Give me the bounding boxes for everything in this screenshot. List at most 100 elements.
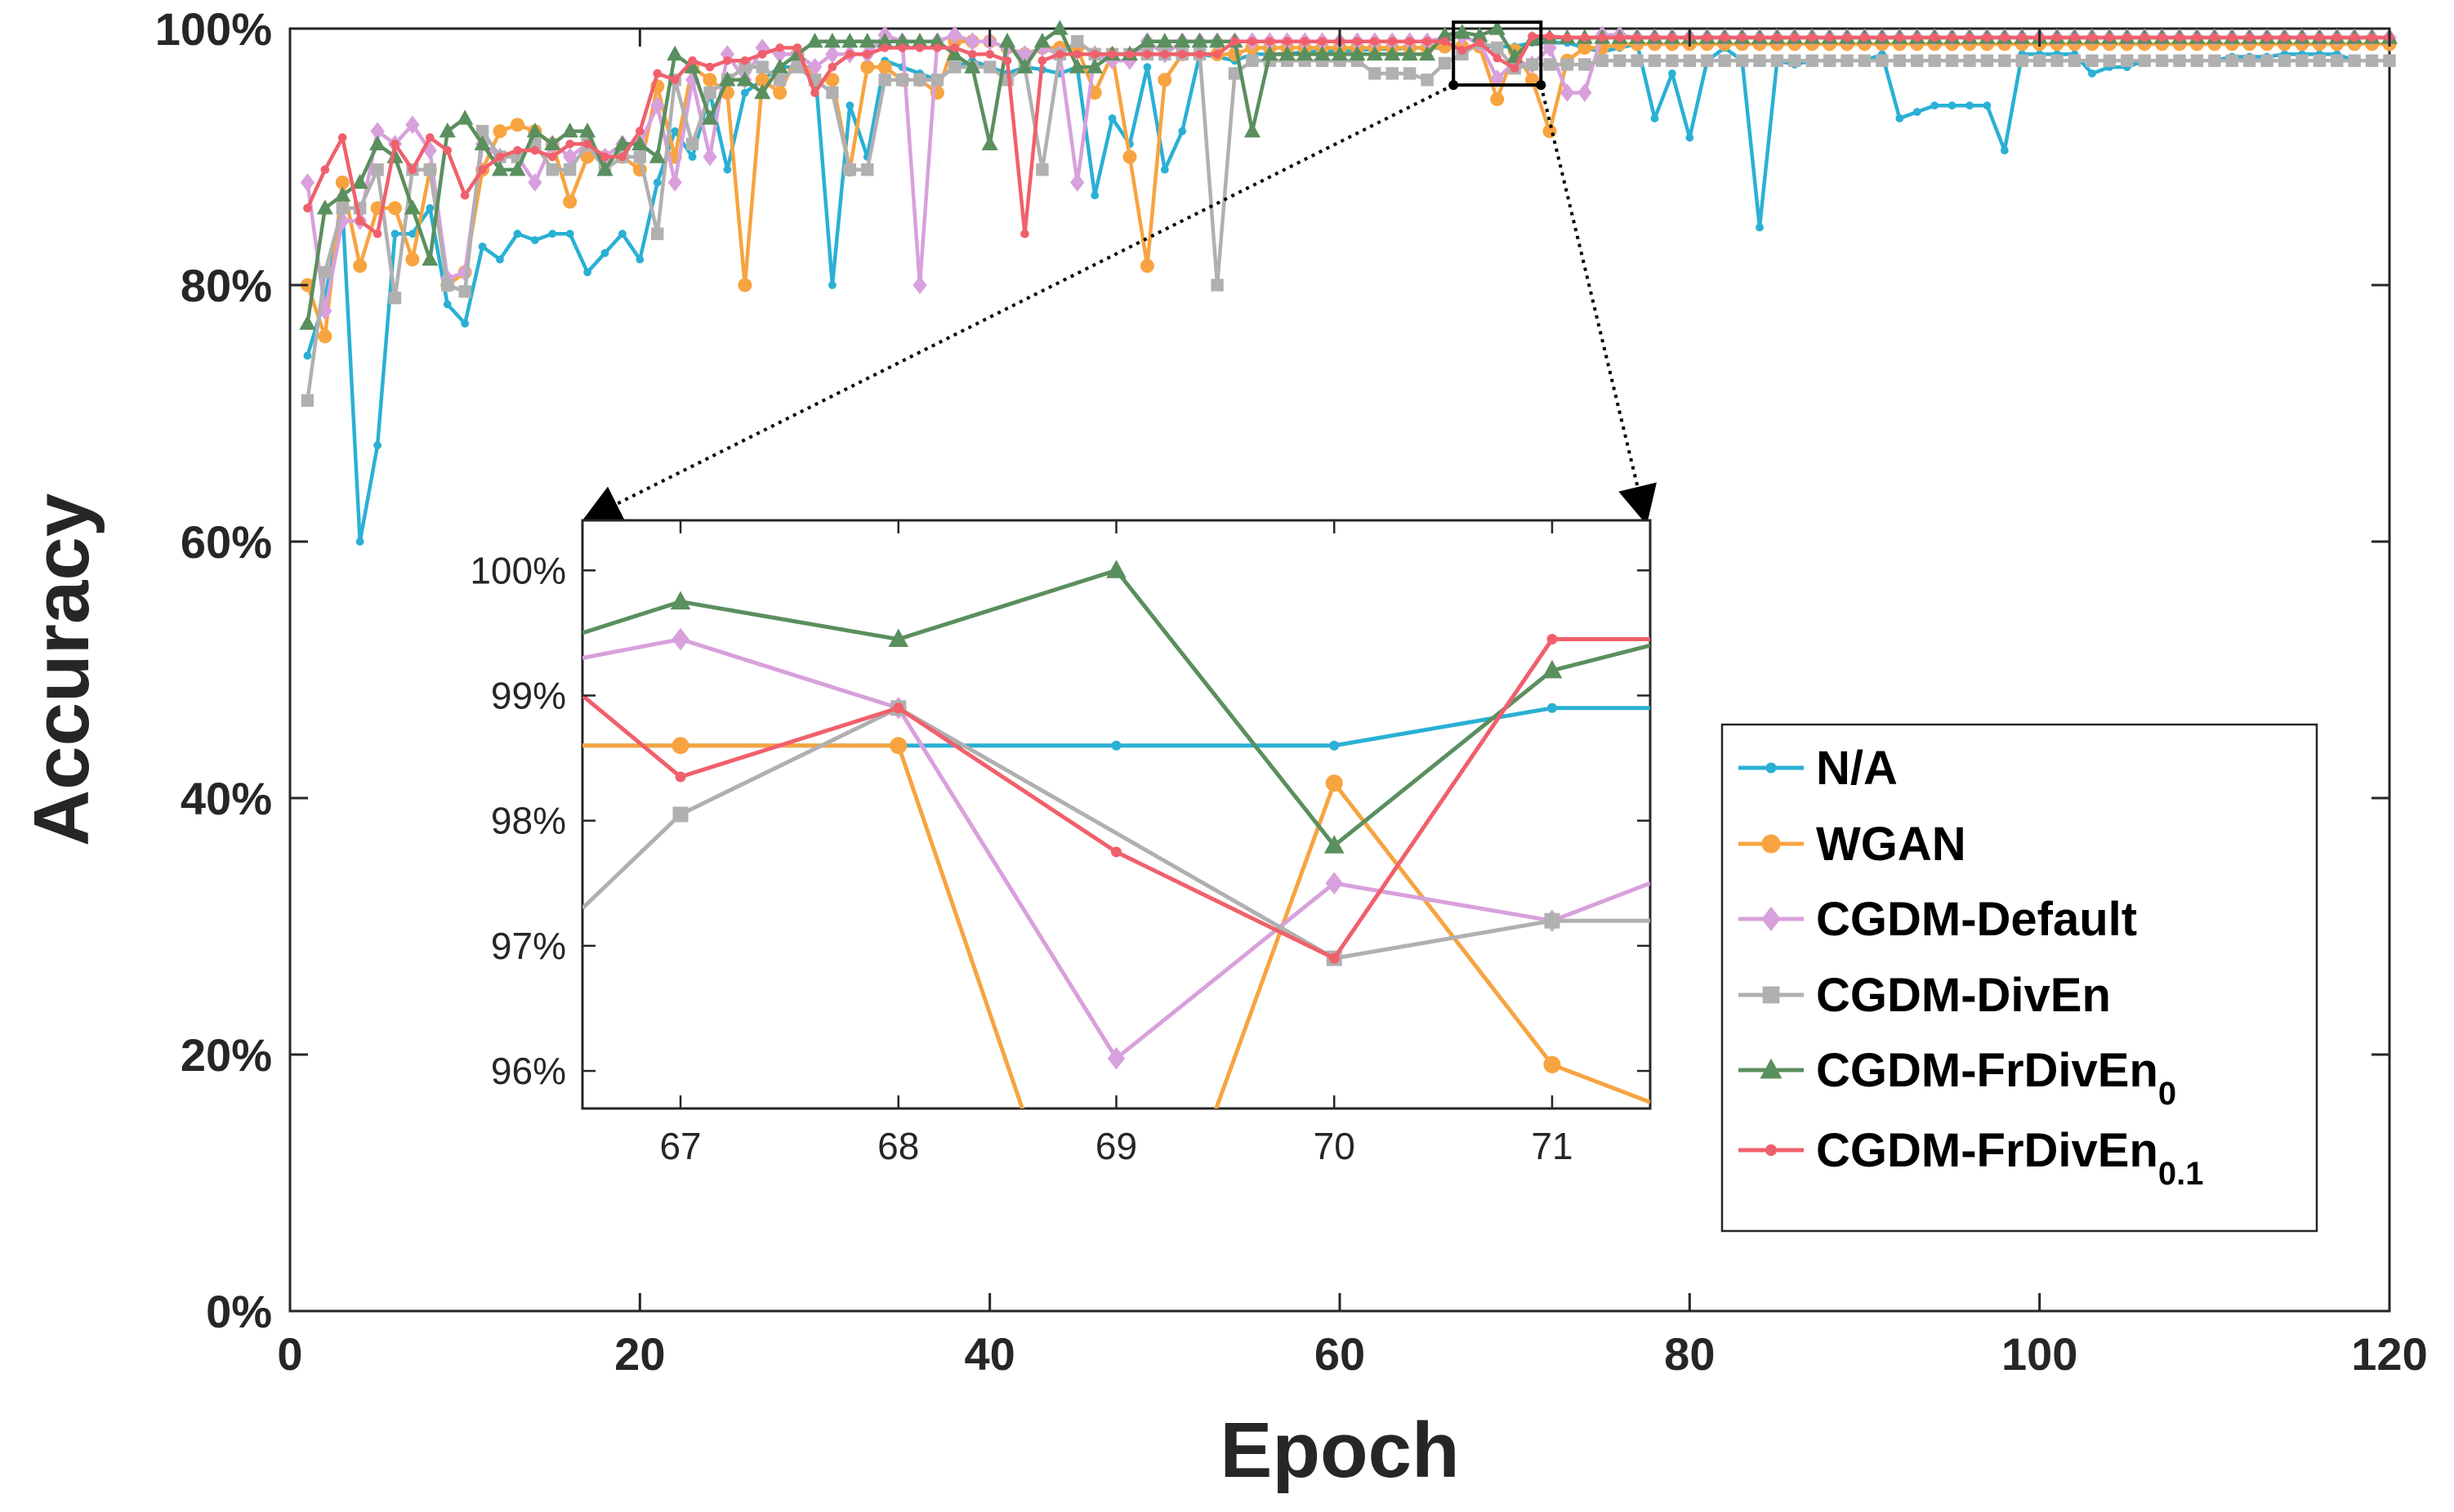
data-point-cgdm-frdiven0 (1453, 24, 1470, 39)
data-point-cgdm-diven (2173, 54, 2186, 67)
legend-label-subscript: 0 (2158, 1076, 2176, 1112)
data-point-cgdm-diven (948, 60, 962, 74)
data-point-cgdm-frdiven0-1 (880, 43, 890, 52)
data-point-cgdm-default (405, 115, 420, 134)
data-point-cgdm-diven (2103, 54, 2117, 67)
data-point-cgdm-frdiven0 (491, 161, 509, 176)
data-point-n-a (1178, 127, 1187, 136)
data-point-cgdm-frdiven0 (806, 33, 823, 48)
data-point-cgdm-diven (651, 227, 664, 240)
inset-data-point-cgdm-frdiven0-1 (893, 702, 904, 714)
data-point-cgdm-frdiven0 (981, 135, 998, 150)
data-point-cgdm-diven (2015, 54, 2028, 67)
data-point-cgdm-frdiven0-1 (1948, 33, 1957, 42)
data-point-n-a (548, 230, 557, 239)
data-point-cgdm-frdiven0-1 (1492, 53, 1502, 63)
data-point-cgdm-diven (756, 60, 769, 74)
inset-series-wgan (582, 737, 1650, 1108)
data-point-cgdm-frdiven0-1 (915, 43, 925, 52)
inset-y-ticks: 96% 97% 98% 99% 100% (470, 549, 1650, 1092)
data-point-cgdm-diven (1683, 54, 1697, 67)
data-point-cgdm-diven (1980, 54, 1994, 67)
legend-item-cgdm-frdiven0-1: CGDM-FrDivEn0.1 (1738, 1124, 2204, 1192)
data-point-cgdm-frdiven0 (579, 122, 596, 138)
data-point-cgdm-frdiven0 (1139, 33, 1156, 48)
data-point-cgdm-frdiven0-1 (1212, 50, 1222, 59)
main-x-tick-label: 0 (277, 1328, 302, 1380)
inset-data-point-cgdm-default (672, 627, 689, 651)
inset-axes-frame (581, 519, 1652, 1110)
data-point-wgan (877, 60, 892, 74)
data-point-cgdm-diven (1945, 54, 1959, 67)
data-point-cgdm-diven (1403, 67, 1417, 80)
data-point-n-a (1756, 223, 1764, 232)
data-point-cgdm-frdiven0-1 (2105, 33, 2114, 42)
data-point-cgdm-frdiven0-1 (1247, 37, 1257, 47)
data-point-cgdm-frdiven0 (1384, 45, 1401, 61)
data-point-cgdm-frdiven0-1 (757, 50, 767, 59)
data-point-cgdm-diven (2068, 54, 2081, 67)
data-point-cgdm-frdiven0-1 (950, 43, 960, 52)
data-point-n-a (583, 268, 591, 277)
data-point-cgdm-frdiven0 (999, 33, 1016, 48)
main-y-tick-label: 40% (181, 773, 272, 824)
data-point-cgdm-frdiven0-1 (1825, 33, 1834, 42)
data-point-n-a (600, 248, 609, 257)
legend-label-cgdm-frdiven0: CGDM-FrDivEn0 (1816, 1044, 2176, 1112)
data-point-cgdm-default (912, 275, 927, 295)
data-point-cgdm-diven (1893, 54, 1907, 67)
inset-data-point-cgdm-frdiven0 (1542, 659, 1563, 679)
data-point-n-a (688, 153, 697, 161)
data-point-cgdm-frdiven0-1 (2315, 33, 2324, 42)
data-point-cgdm-default (1542, 38, 1557, 57)
main-series-lines (299, 20, 2398, 546)
data-point-cgdm-frdiven0-1 (426, 133, 435, 142)
data-point-cgdm-frdiven0 (736, 71, 753, 87)
main-y-tick-label: 20% (181, 1029, 272, 1081)
main-y-tick-label: 0% (206, 1286, 272, 1337)
main-x-tick-label: 20 (614, 1328, 665, 1380)
data-point-cgdm-diven (983, 60, 997, 74)
data-point-cgdm-frdiven0-1 (933, 43, 942, 52)
data-point-n-a (1108, 114, 1117, 123)
data-point-cgdm-frdiven0 (649, 148, 666, 163)
data-point-wgan (405, 252, 420, 267)
legend-marker-cgdm-frdiven0 (1760, 1058, 1782, 1079)
data-point-wgan (773, 86, 788, 100)
data-point-cgdm-diven (1770, 54, 1784, 67)
data-point-cgdm-frdiven0-1 (1387, 37, 1397, 47)
data-point-cgdm-diven (1595, 54, 1608, 67)
data-point-cgdm-frdiven0-1 (1877, 33, 1887, 42)
data-point-cgdm-frdiven0-1 (1667, 33, 1677, 42)
data-point-cgdm-diven (703, 86, 716, 100)
inset-y-tick-label: 96% (491, 1050, 566, 1092)
data-point-cgdm-frdiven0-1 (355, 216, 364, 225)
data-point-cgdm-frdiven0 (1016, 58, 1033, 74)
data-point-cgdm-diven (1560, 58, 1574, 71)
data-point-cgdm-frdiven0-1 (1773, 33, 1782, 42)
data-point-cgdm-frdiven0-1 (1720, 33, 1729, 42)
data-point-cgdm-frdiven0-1 (1073, 50, 1082, 59)
data-point-cgdm-diven (1858, 54, 1872, 67)
main-y-tick-label: 80% (181, 260, 272, 311)
inset-data-point-n-a (1111, 740, 1122, 751)
data-point-cgdm-diven (1211, 279, 1224, 292)
data-point-cgdm-frdiven0-1 (460, 190, 470, 200)
data-point-cgdm-diven (2313, 54, 2327, 67)
data-point-cgdm-frdiven0 (404, 199, 421, 215)
data-point-n-a (478, 243, 487, 251)
legend-box (1720, 723, 2318, 1233)
data-point-cgdm-frdiven0-1 (810, 88, 819, 97)
data-point-cgdm-diven (546, 163, 559, 176)
data-point-cgdm-frdiven0-1 (1702, 33, 1712, 42)
data-point-n-a (496, 255, 504, 264)
data-point-cgdm-frdiven0 (561, 122, 578, 138)
data-point-cgdm-frdiven0-1 (303, 203, 312, 213)
data-point-n-a (740, 88, 749, 97)
data-point-cgdm-frdiven0-1 (967, 50, 977, 59)
inset-x-tick-label: 67 (659, 1125, 701, 1167)
data-point-cgdm-frdiven0-1 (1895, 33, 1904, 42)
data-point-cgdm-frdiven0-1 (1632, 33, 1642, 42)
data-point-cgdm-frdiven0 (596, 161, 614, 176)
data-point-cgdm-frdiven0 (823, 33, 841, 48)
